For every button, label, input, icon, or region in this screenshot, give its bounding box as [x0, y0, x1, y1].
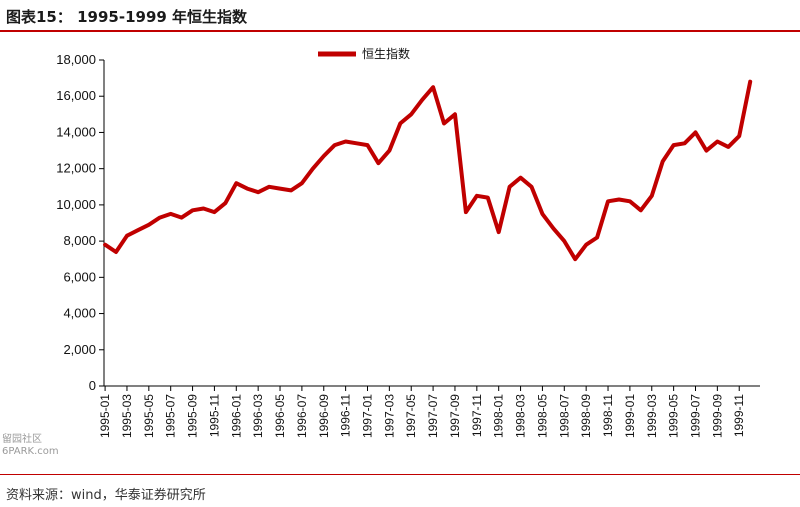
y-tick-label: 2,000	[63, 342, 96, 357]
series-line	[103, 79, 753, 262]
x-tick-label: 1996-03	[251, 394, 265, 438]
x-tick-label: 1998-09	[579, 394, 593, 438]
line-chart: 恒生指数 0 2,000 4,000 6,000 8,000 10,000 12,000 14…	[56, 46, 760, 438]
watermark-line1: 留园社区	[2, 434, 42, 445]
x-tick-label: 1995-09	[186, 394, 200, 438]
x-tick-label: 1998-05	[535, 394, 549, 438]
x-tick-label: 1996-05	[273, 394, 287, 438]
x-tick-label: 1995-01	[98, 394, 112, 438]
x-tick-label: 1995-11	[207, 394, 221, 437]
y-tick-label: 8,000	[63, 233, 96, 248]
watermark-line2: 6PARK.com	[2, 446, 59, 457]
series-group	[103, 79, 753, 262]
y-tick-label: 12,000	[56, 161, 96, 176]
y-tick-label: 10,000	[56, 197, 96, 212]
x-tick-label: 1999-03	[645, 394, 659, 438]
y-tick-label: 4,000	[63, 306, 96, 321]
x-tick-label: 1999-07	[688, 394, 702, 438]
x-tick-label: 1996-01	[229, 394, 243, 438]
x-tick-label: 1999-05	[667, 394, 681, 438]
x-tick-label: 1998-07	[557, 394, 571, 438]
x-axis: 1995-01 1995-03 1995-05 1995-07 1995-09 1995-…	[98, 385, 760, 438]
y-tick-label: 18,000	[56, 52, 96, 67]
x-tick-label: 1997-07	[426, 394, 440, 438]
y-tick-label: 6,000	[63, 269, 96, 284]
y-tick-label: 14,000	[56, 124, 96, 139]
x-tick-label: 1998-11	[601, 394, 615, 437]
x-tick-label: 1996-09	[317, 394, 331, 438]
x-tick-label: 1995-03	[120, 394, 134, 438]
chart-title: 图表15： 1995-1999 年恒生指数	[6, 8, 248, 26]
x-tick-label: 1997-01	[360, 394, 374, 438]
x-tick-label: 1996-07	[295, 394, 309, 438]
legend-label: 恒生指数	[362, 46, 410, 61]
x-tick-label: 1996-11	[339, 394, 353, 437]
x-tick-label: 1999-01	[623, 394, 637, 438]
x-tick-label: 1998-01	[492, 394, 506, 438]
x-tick-label: 1995-07	[164, 394, 178, 438]
y-axis: 0 2,000 4,000 6,000 8,000 10,000 12,000 14,000 1…	[56, 52, 105, 393]
x-tick-label: 1997-03	[382, 394, 396, 438]
x-tick-label: 1997-09	[448, 394, 462, 438]
x-tick-label: 1999-09	[710, 394, 724, 438]
legend: 恒生指数	[318, 46, 410, 61]
watermark: 留园社区 6PARK.com	[2, 434, 59, 458]
header-rule	[0, 30, 800, 32]
footer-rule	[0, 474, 800, 475]
x-tick-label: 1998-03	[514, 394, 528, 438]
x-tick-label: 1997-05	[404, 394, 418, 438]
x-tick-label: 1997-11	[470, 394, 484, 437]
y-tick-label: 0	[89, 378, 96, 393]
y-tick-label: 16,000	[56, 88, 96, 103]
source-note: 资料来源：wind，华泰证券研究所	[6, 488, 206, 503]
x-tick-label: 1995-05	[142, 394, 156, 438]
x-tick-label: 1999-11	[732, 394, 746, 437]
